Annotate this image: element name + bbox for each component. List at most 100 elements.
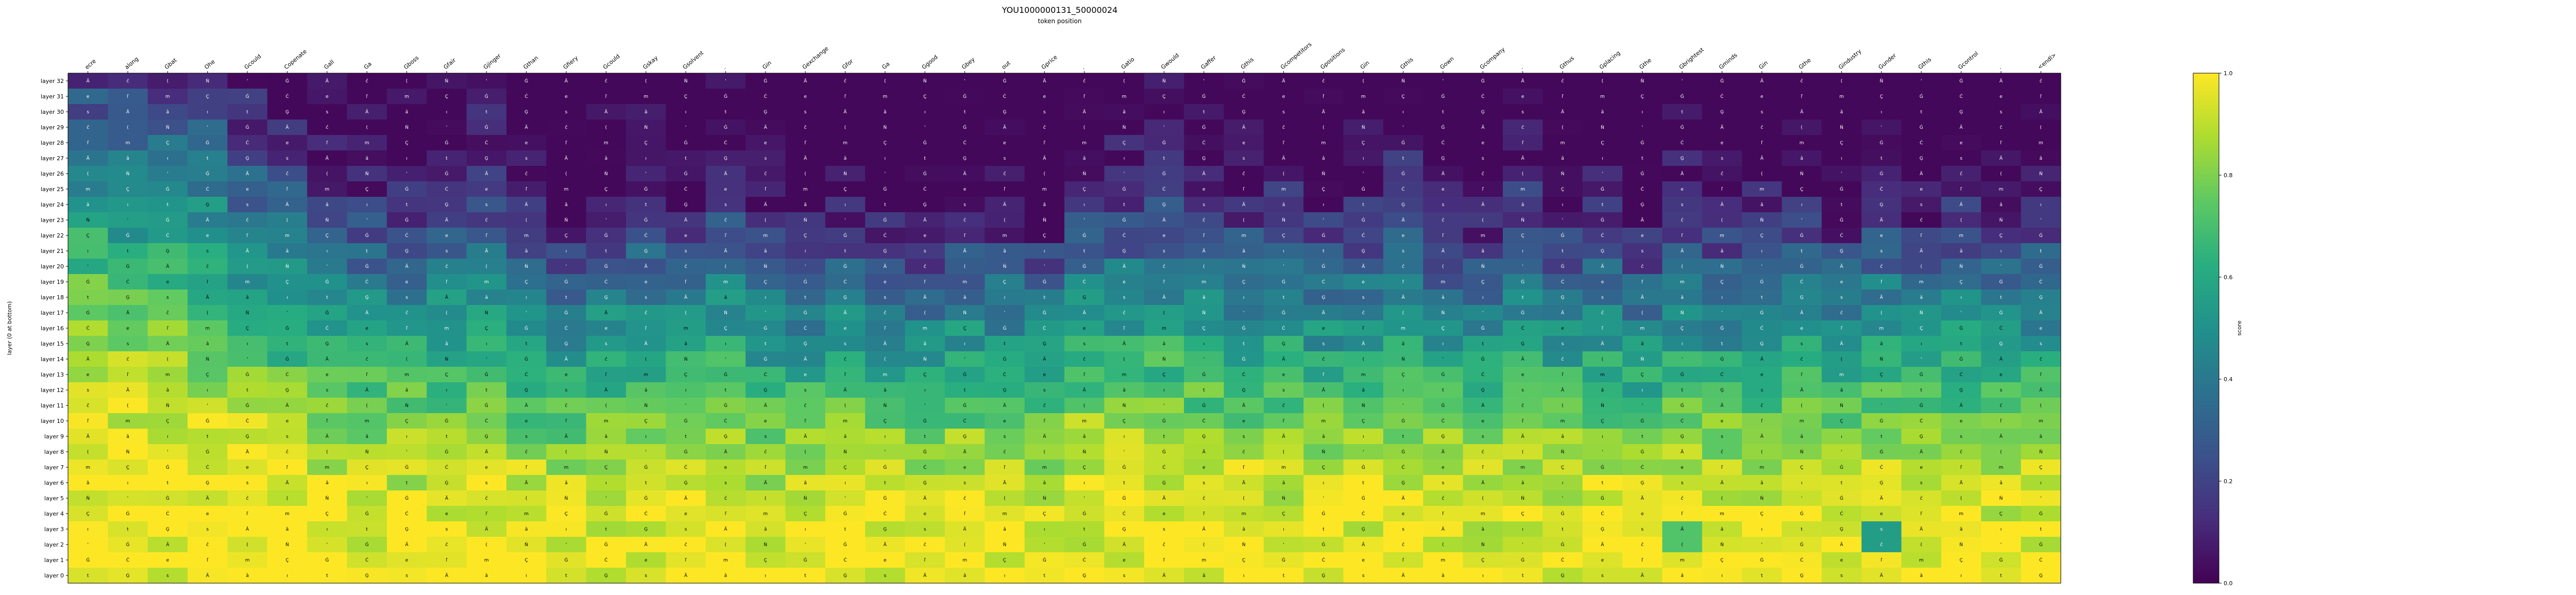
cell-glyph: Ġ — [1123, 186, 1126, 192]
heatmap-cell — [1502, 104, 1543, 120]
cell-glyph: Ċ — [1561, 279, 1564, 285]
cell-glyph: ĉ — [764, 171, 767, 177]
heatmap-cell — [506, 166, 547, 182]
x-tick-label: Gbrightest — [1678, 46, 1705, 71]
cell-glyph: ı — [1323, 202, 1325, 208]
cell-glyph: â — [1402, 342, 1405, 347]
heatmap-cell — [944, 290, 985, 305]
cell-glyph: m — [1003, 233, 1007, 239]
cell-glyph: s — [1004, 434, 1006, 439]
cell-glyph: Ģ — [1999, 342, 2003, 347]
cell-glyph: Ń — [684, 78, 688, 84]
heatmap-cell — [188, 150, 228, 166]
cell-glyph: ı — [805, 527, 806, 532]
cell-glyph: Ġ — [963, 403, 967, 409]
heatmap-cell — [705, 320, 746, 336]
cell-glyph: Ä — [246, 449, 249, 455]
cell-glyph: Ġ — [1321, 542, 1325, 548]
cell-glyph: m — [1999, 187, 2004, 192]
cell-glyph: Ń — [1321, 449, 1325, 455]
heatmap-cell — [1941, 166, 1981, 182]
cell-glyph: ĉ — [1840, 310, 1843, 316]
heatmap-cell — [1702, 73, 1742, 89]
heatmap-cell — [1742, 166, 1782, 182]
heatmap-cell — [227, 166, 268, 182]
heatmap-cell — [347, 120, 387, 135]
heatmap-cell — [865, 181, 905, 197]
heatmap-cell — [1981, 89, 2022, 105]
cell-glyph: ı — [1841, 156, 1842, 161]
cell-glyph: ' — [1522, 264, 1523, 269]
cell-glyph: s — [525, 156, 528, 161]
heatmap-cell — [1941, 120, 1981, 135]
cell-glyph: ( — [246, 264, 248, 269]
cell-glyph: Ġ — [1840, 465, 1843, 470]
cell-glyph: Ċ — [326, 326, 329, 331]
heatmap-cell — [586, 367, 626, 383]
cell-glyph: Ä — [1083, 387, 1087, 393]
cell-glyph: Ç — [963, 326, 966, 331]
heatmap-cell — [2021, 336, 2061, 352]
heatmap-cell — [1383, 290, 1423, 305]
cell-glyph: Ä — [1920, 526, 1923, 532]
cell-glyph: Ġ — [1082, 264, 1086, 269]
cell-glyph: Ġ — [1920, 403, 1923, 409]
x-tick-label: Gthe — [1798, 57, 1812, 71]
heatmap-cell — [1303, 243, 1344, 259]
heatmap-cell — [506, 135, 547, 151]
heatmap-cell — [427, 243, 467, 259]
cell-glyph: e — [1202, 465, 1206, 470]
heatmap-cell — [427, 135, 467, 151]
cell-glyph: Ċ — [1880, 186, 1883, 192]
cell-glyph: t — [1721, 342, 1723, 347]
cell-glyph: s — [446, 249, 448, 254]
cell-glyph: m — [484, 558, 489, 563]
cell-glyph: Ç — [246, 326, 249, 331]
cell-glyph: t — [964, 110, 966, 115]
heatmap-cell — [147, 197, 188, 213]
cell-glyph: Ġ — [684, 449, 688, 455]
y-tick-label: layer 24 — [41, 201, 64, 208]
cell-glyph: ' — [327, 264, 328, 269]
heatmap-cell — [1303, 320, 1344, 336]
heatmap-cell — [666, 228, 706, 244]
x-tick-label: along — [124, 56, 140, 71]
cell-glyph: ' — [1562, 218, 1563, 223]
cell-glyph: m — [86, 187, 90, 192]
cell-glyph: Ä — [1043, 78, 1046, 84]
x-tick-label: Gall — [323, 59, 335, 71]
colorbar-tick-label: 0.2 — [2224, 478, 2233, 485]
cell-glyph: Ġ — [1521, 557, 1524, 563]
cell-glyph: m — [365, 141, 369, 146]
heatmap-cell — [147, 367, 188, 383]
cell-glyph: ı — [1443, 342, 1444, 347]
cell-glyph: ı — [645, 434, 647, 439]
cell-glyph: Ġ — [1800, 542, 1804, 548]
cell-glyph: Ģ — [445, 202, 448, 208]
heatmap-cell — [1543, 228, 1583, 244]
heatmap-cell — [267, 259, 308, 275]
cell-glyph: Ġ — [1760, 557, 1764, 563]
heatmap-cell — [466, 243, 507, 259]
heatmap-cell — [1582, 135, 1623, 151]
cell-glyph: Ń — [1043, 495, 1046, 501]
cell-glyph: t — [246, 388, 248, 393]
heatmap-cell — [427, 290, 467, 305]
cell-glyph: t — [1123, 481, 1125, 486]
x-tick-label: Gthus — [1558, 55, 1575, 71]
cell-glyph: m — [923, 326, 927, 331]
heatmap-cell — [386, 120, 427, 135]
cell-glyph: Ä — [923, 295, 927, 300]
cell-glyph: Ġ — [1242, 78, 1246, 84]
heatmap-cell — [1622, 259, 1663, 275]
cell-glyph: ľ — [1602, 326, 1604, 331]
cell-glyph: s — [565, 388, 568, 393]
x-tick-label: Gjinger — [482, 52, 502, 71]
cell-glyph: m — [1959, 512, 1963, 517]
cell-glyph: ( — [1841, 79, 1843, 84]
cell-glyph: Ģ — [1879, 481, 1883, 486]
cell-glyph: t — [1323, 249, 1325, 254]
cell-glyph: ĉ — [1322, 356, 1325, 362]
cell-glyph: Ġ — [644, 465, 648, 470]
heatmap-cell — [307, 351, 347, 367]
